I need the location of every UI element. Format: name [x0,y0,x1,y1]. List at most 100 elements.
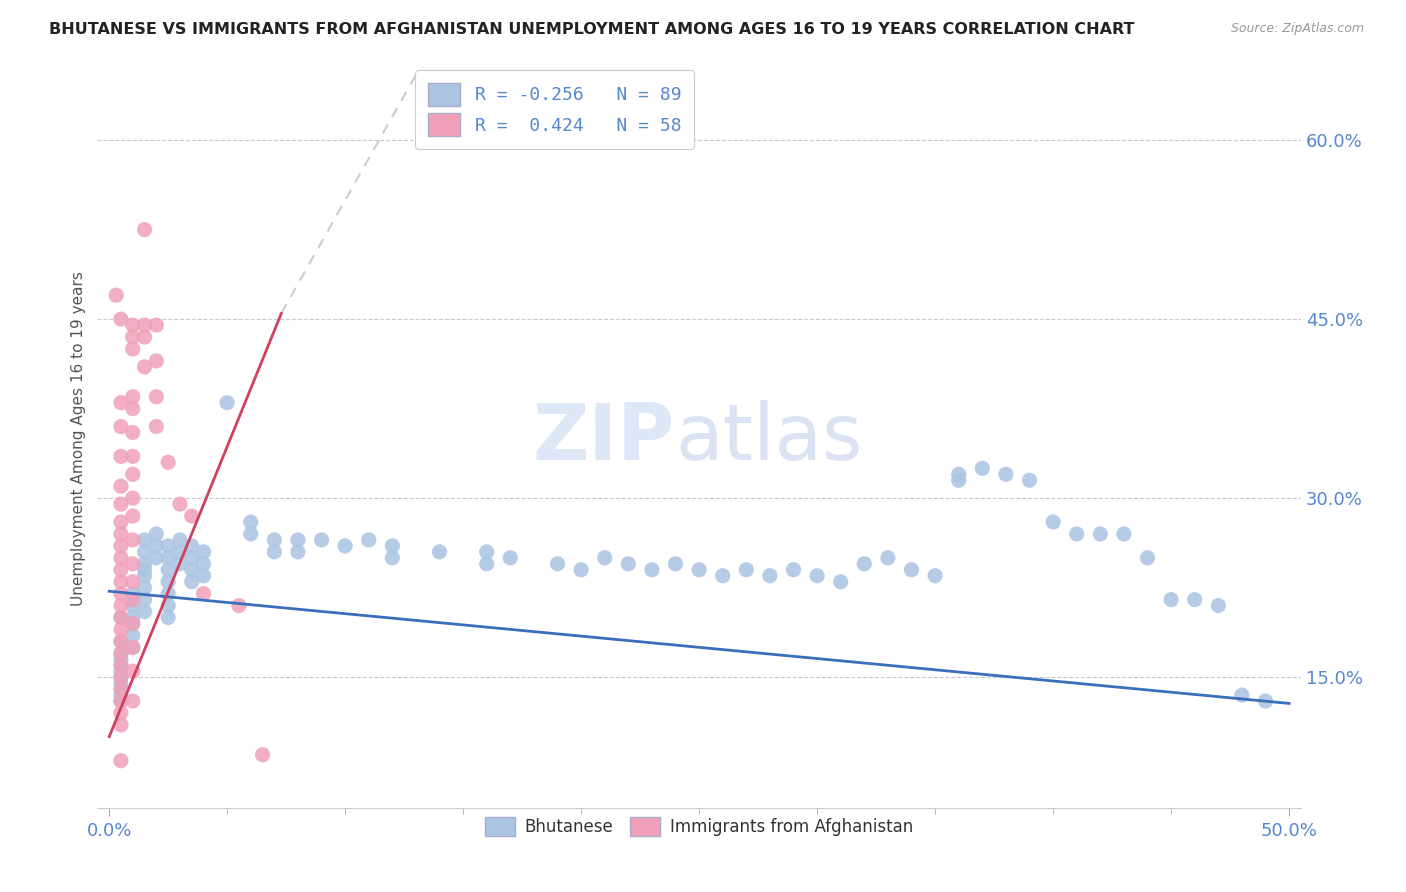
Point [121,610,143,624]
Point [830,574,852,589]
Point [617,557,640,571]
Point [641,563,664,577]
Point [357,533,380,547]
Point [110,479,132,493]
Point [1230,688,1253,702]
Point [110,634,132,648]
Point [157,539,180,553]
Y-axis label: Unemployment Among Ages 16 to 19 years: Unemployment Among Ages 16 to 19 years [72,271,86,606]
Point [110,754,132,768]
Point [994,467,1017,482]
Point [121,664,143,678]
Point [145,354,167,368]
Text: atlas: atlas [675,401,862,476]
Point [121,533,143,547]
Point [134,581,156,595]
Point [110,694,132,708]
Point [263,533,285,547]
Text: BHUTANESE VS IMMIGRANTS FROM AFGHANISTAN UNEMPLOYMENT AMONG AGES 16 TO 19 YEARS : BHUTANESE VS IMMIGRANTS FROM AFGHANISTAN… [49,22,1135,37]
Point [134,592,156,607]
Point [145,390,167,404]
Point [169,533,191,547]
Point [735,563,758,577]
Point [134,318,156,332]
Point [121,599,143,613]
Point [948,473,970,487]
Point [110,646,132,660]
Point [475,557,498,571]
Point [121,491,143,505]
Point [121,509,143,524]
Point [121,390,143,404]
Point [134,563,156,577]
Point [145,419,167,434]
Point [429,545,451,559]
Point [110,563,132,577]
Point [145,318,167,332]
Point [252,747,274,762]
Point [1160,592,1182,607]
Point [110,550,132,565]
Text: Source: ZipAtlas.com: Source: ZipAtlas.com [1230,22,1364,36]
Point [110,419,132,434]
Point [1136,550,1159,565]
Point [877,550,900,565]
Point [239,527,262,541]
Point [972,461,994,475]
Point [217,395,239,409]
Point [110,587,132,601]
Point [121,640,143,655]
Point [110,574,132,589]
Point [1254,694,1277,708]
Point [121,640,143,655]
Point [110,688,132,702]
Point [948,467,970,482]
Point [806,568,828,582]
Point [121,342,143,356]
Point [134,533,156,547]
Point [134,359,156,374]
Point [105,288,128,302]
Point [110,670,132,684]
Point [711,568,734,582]
Point [157,587,180,601]
Point [110,312,132,326]
Point [193,545,215,559]
Point [547,557,569,571]
Point [569,563,592,577]
Point [1112,527,1135,541]
Point [110,670,132,684]
Point [193,568,215,582]
Point [121,401,143,416]
Point [900,563,922,577]
Point [475,545,498,559]
Point [664,557,686,571]
Point [180,550,202,565]
Point [121,450,143,464]
Point [1090,527,1112,541]
Point [853,557,876,571]
Point [193,557,215,571]
Point [1066,527,1088,541]
Point [110,623,132,637]
Point [180,509,202,524]
Point [287,533,309,547]
Point [145,550,167,565]
Point [121,694,143,708]
Point [121,318,143,332]
Point [381,539,404,553]
Point [121,592,143,607]
Point [145,527,167,541]
Point [134,568,156,582]
Point [110,450,132,464]
Point [110,515,132,529]
Point [180,539,202,553]
Point [239,515,262,529]
Point [782,563,804,577]
Point [1184,592,1206,607]
Point [157,563,180,577]
Point [333,539,356,553]
Point [759,568,782,582]
Point [499,550,522,565]
Point [1018,473,1040,487]
